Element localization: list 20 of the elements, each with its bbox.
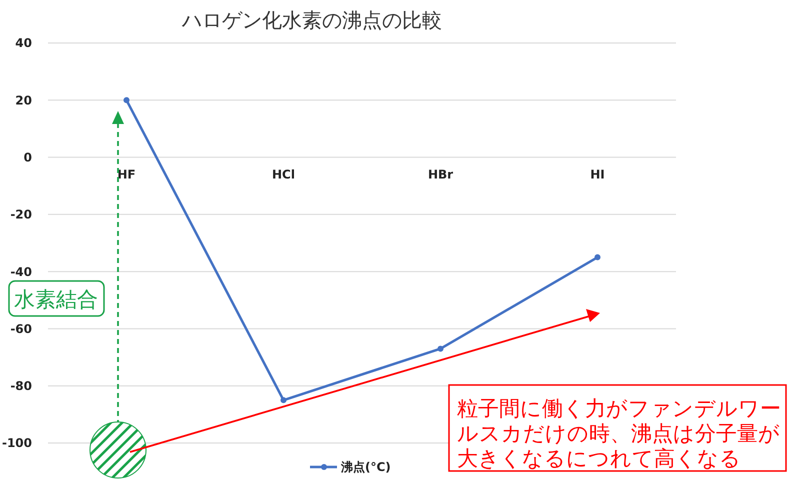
chart-title: ハロゲン化水素の沸点の比較	[181, 8, 442, 32]
point	[594, 254, 600, 260]
x-tick-label: HI	[590, 167, 605, 182]
y-tick-label: 20	[15, 93, 32, 108]
y-tick-label: -40	[10, 264, 32, 279]
x-tick-label: HBr	[428, 167, 454, 182]
y-tick-label: -20	[10, 208, 32, 222]
point	[438, 346, 444, 352]
x-tick-label: HCl	[272, 167, 295, 182]
annotation: 粒子間に働く力がファンデルワールスカだけの時、沸点は分子量が大きくなるにつれて高くなる	[457, 396, 781, 470]
point	[280, 397, 286, 404]
y-tick-label: -80	[10, 379, 32, 394]
y-tick-label: -100	[2, 436, 32, 450]
legend-label: 沸点(°C)	[340, 460, 391, 474]
point	[124, 97, 130, 104]
y-tick-label: -60	[10, 322, 32, 336]
y-tick-label: 40	[15, 36, 32, 50]
x-tick-label: HF	[117, 167, 136, 182]
annotation: 水素結合	[14, 287, 98, 312]
y-tick-label: 0	[24, 150, 32, 164]
